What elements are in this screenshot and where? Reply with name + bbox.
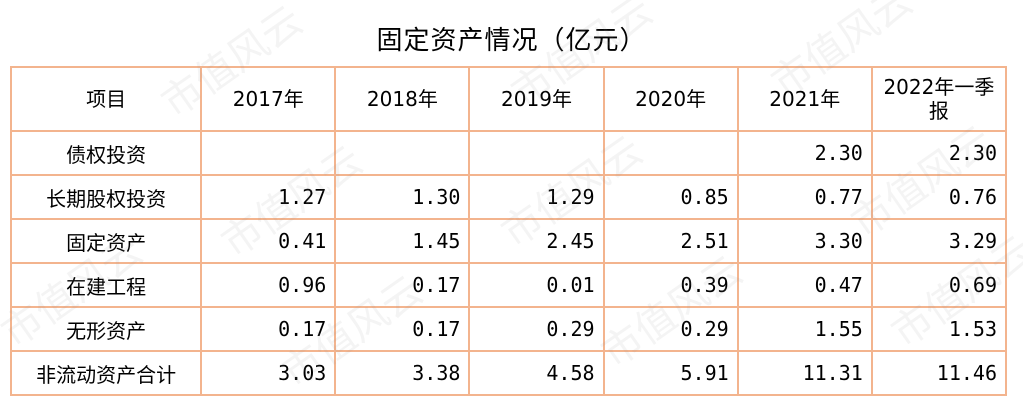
table-cell: 1.29 (468, 174, 605, 220)
table-cell: 0.96 (200, 262, 337, 308)
header-year: 2022年一季报 (870, 66, 1008, 132)
row-label: 固定资产 (9, 218, 203, 264)
table-cell: 3.30 (736, 218, 873, 264)
row-label: 无形资产 (9, 306, 203, 352)
table-cell (468, 130, 605, 176)
table-cell (334, 130, 471, 176)
table-cell: 0.17 (334, 306, 471, 352)
table-cell (602, 130, 739, 176)
table-cell: 0.77 (736, 174, 873, 220)
table-cell: 0.47 (736, 262, 873, 308)
row-label: 债权投资 (9, 130, 203, 176)
table-row: 无形资产 0.17 0.17 0.29 0.29 1.55 1.53 (9, 306, 1008, 352)
table-cell: 5.91 (602, 350, 739, 396)
table-cell: 1.55 (736, 306, 873, 352)
table-row: 在建工程 0.96 0.17 0.01 0.39 0.47 0.69 (9, 262, 1008, 308)
header-year: 2020年 (602, 66, 739, 132)
table-cell: 0.01 (468, 262, 605, 308)
table-cell: 0.76 (870, 174, 1008, 220)
table-title: 固定资产情况（亿元） (376, 26, 647, 56)
header-year: 2019年 (468, 66, 605, 132)
table-cell: 0.85 (602, 174, 739, 220)
table-cell: 1.45 (334, 218, 471, 264)
header-row: 项目 2017年 2018年 2019年 2020年 2021年 2022年一季… (9, 66, 1008, 132)
table-cell: 0.41 (200, 218, 337, 264)
header-item: 项目 (9, 66, 203, 132)
table-cell: 0.29 (468, 306, 605, 352)
table-cell: 2.51 (602, 218, 739, 264)
table-row: 债权投资 2.30 2.30 (9, 130, 1008, 176)
table-row: 长期股权投资 1.27 1.30 1.29 0.85 0.77 0.76 (9, 174, 1008, 220)
row-label: 非流动资产合计 (9, 350, 203, 396)
header-year: 2021年 (736, 66, 873, 132)
table-cell: 3.29 (870, 218, 1008, 264)
table-row: 固定资产 0.41 1.45 2.45 2.51 3.30 3.29 (9, 218, 1008, 264)
table-cell: 1.27 (200, 174, 337, 220)
table-cell: 0.29 (602, 306, 739, 352)
table-cell: 3.03 (200, 350, 337, 396)
fixed-assets-table: 项目 2017年 2018年 2019年 2020年 2021年 2022年一季… (9, 66, 1008, 396)
table-cell: 2.30 (870, 130, 1008, 176)
table-cell: 11.31 (736, 350, 873, 396)
table-cell: 0.17 (334, 262, 471, 308)
header-year: 2017年 (200, 66, 337, 132)
table-cell: 3.38 (334, 350, 471, 396)
table-cell: 2.30 (736, 130, 873, 176)
row-label: 在建工程 (9, 262, 203, 308)
table-cell: 0.17 (200, 306, 337, 352)
table-cell (200, 130, 337, 176)
table-cell: 1.30 (334, 174, 471, 220)
table-cell: 0.39 (602, 262, 739, 308)
row-label: 长期股权投资 (9, 174, 203, 220)
table-cell: 4.58 (468, 350, 605, 396)
table-cell: 1.53 (870, 306, 1008, 352)
table-cell: 11.46 (870, 350, 1008, 396)
table-row: 非流动资产合计 3.03 3.38 4.58 5.91 11.31 11.46 (9, 350, 1008, 396)
table-cell: 0.69 (870, 262, 1008, 308)
table-cell: 2.45 (468, 218, 605, 264)
header-year: 2018年 (334, 66, 471, 132)
